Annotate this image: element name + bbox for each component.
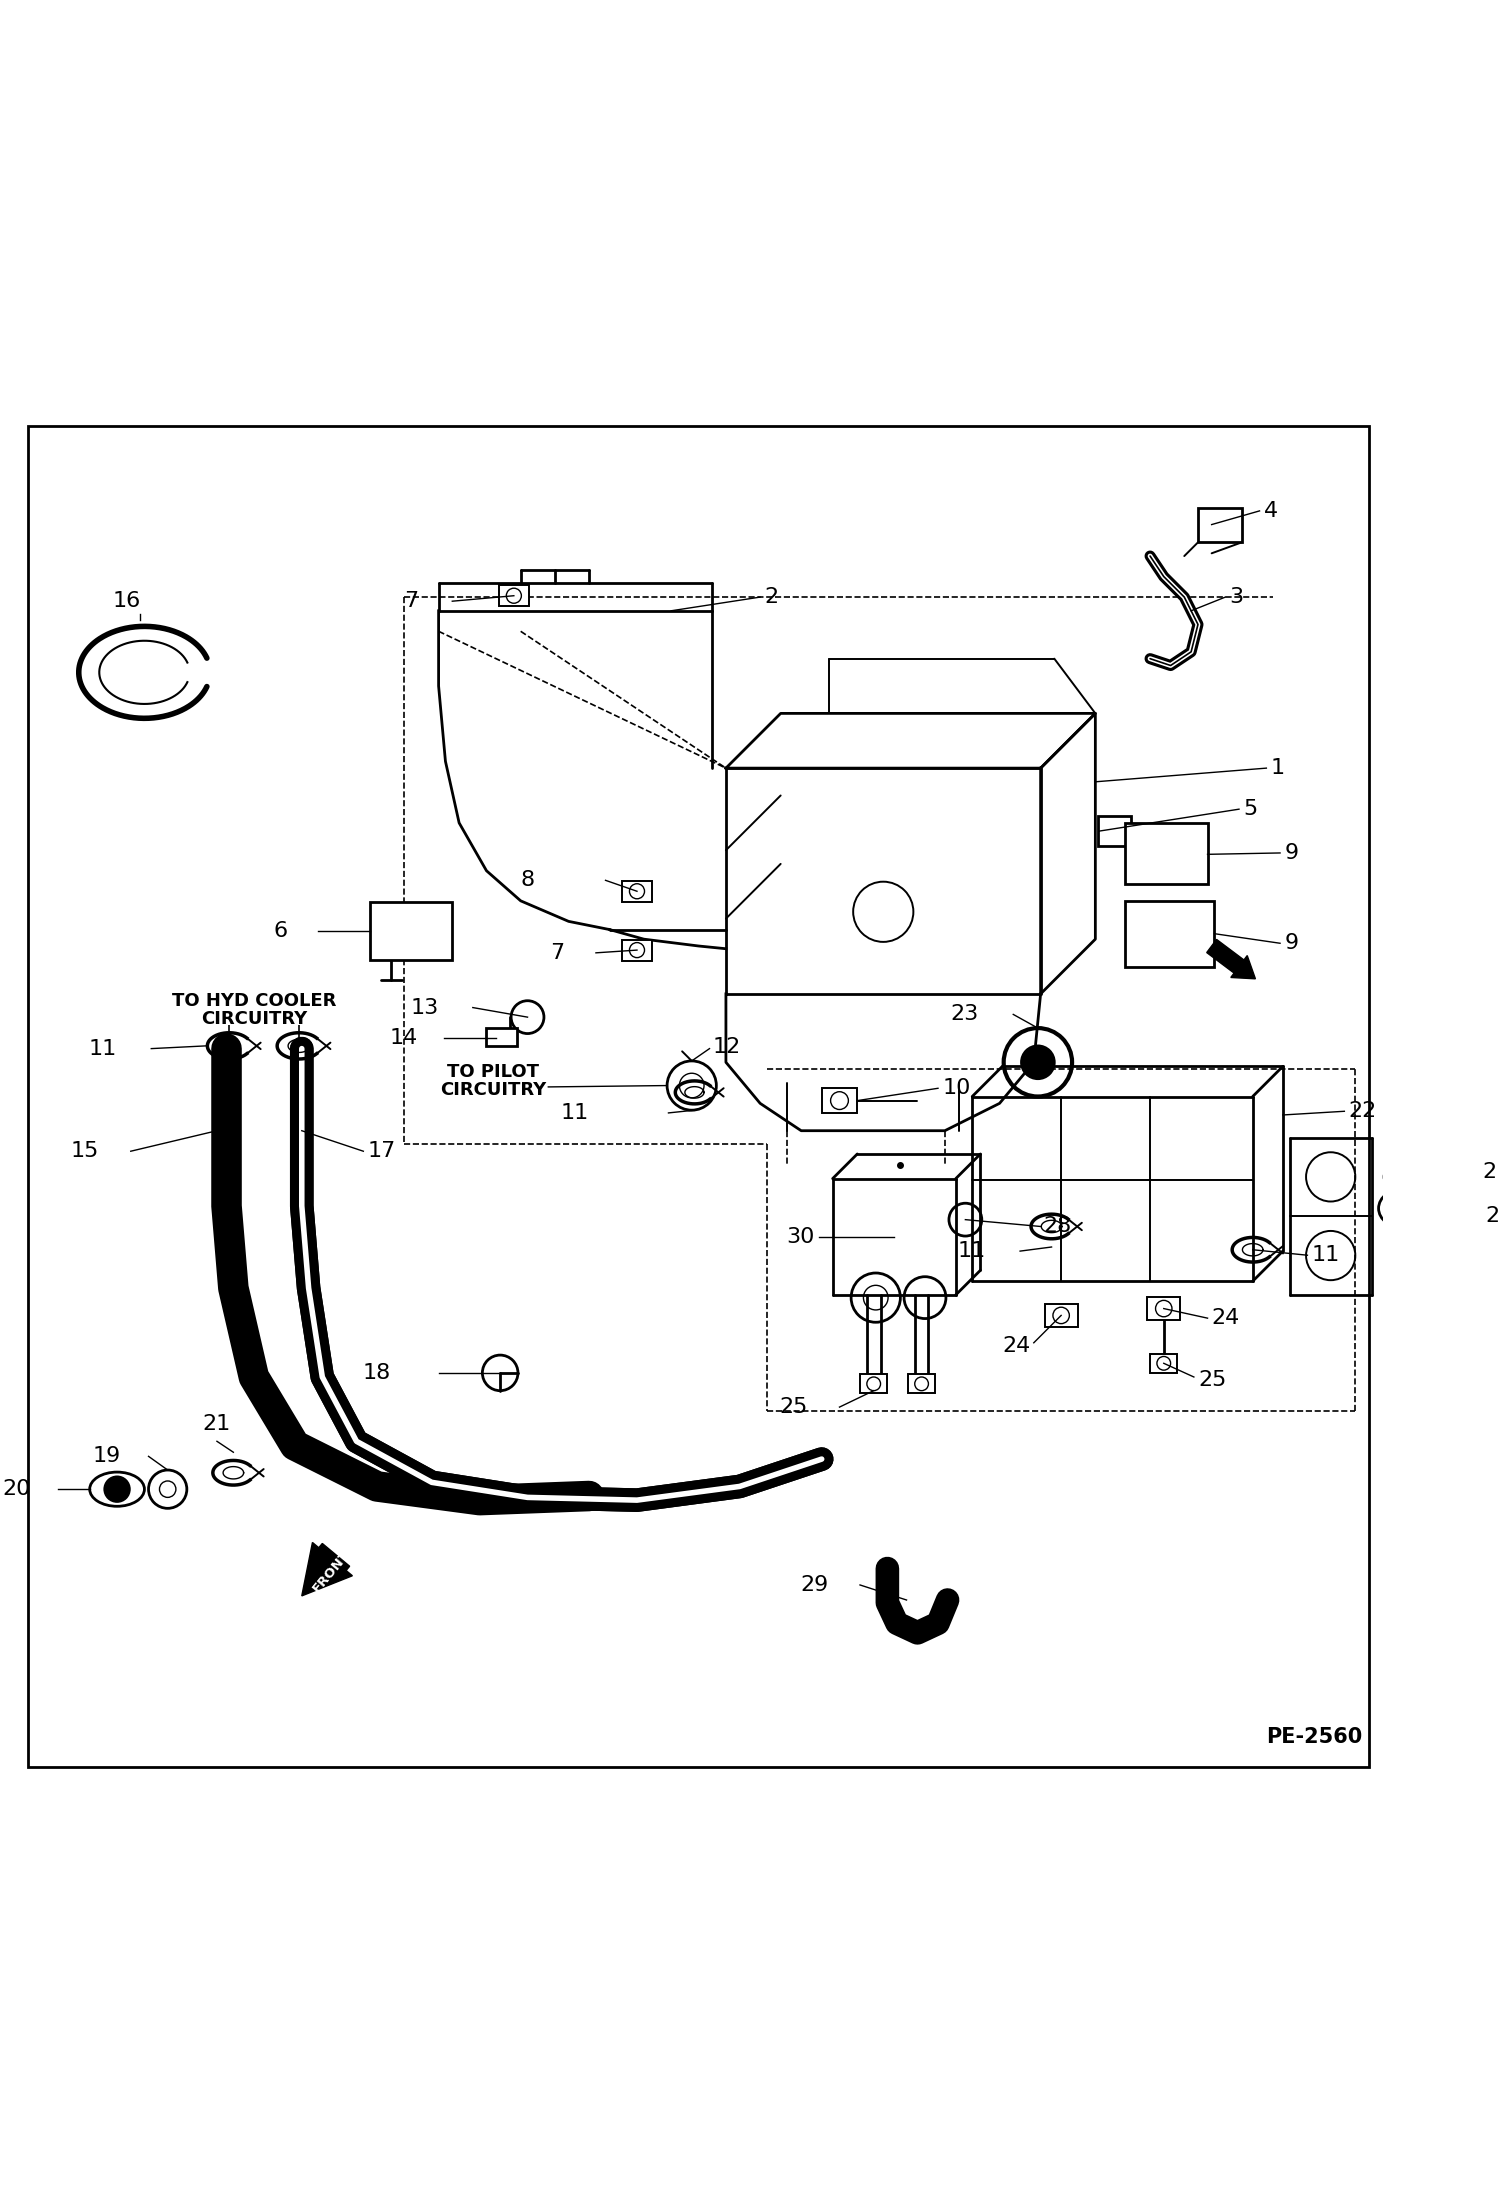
Text: 18: 18 bbox=[363, 1362, 391, 1384]
Text: 26: 26 bbox=[1486, 1206, 1498, 1226]
Text: FRONT: FRONT bbox=[310, 1548, 354, 1594]
Bar bbox=[499, 586, 529, 605]
Text: 4: 4 bbox=[1264, 500, 1278, 522]
Text: 8: 8 bbox=[520, 871, 535, 890]
Text: CIRCUITRY: CIRCUITRY bbox=[201, 1009, 307, 1029]
Bar bbox=[622, 882, 652, 901]
Text: 6: 6 bbox=[274, 921, 288, 941]
Text: CIRCUITRY: CIRCUITRY bbox=[440, 1081, 547, 1099]
Text: 13: 13 bbox=[410, 998, 439, 1018]
Text: 2: 2 bbox=[764, 588, 779, 607]
Text: 14: 14 bbox=[389, 1029, 418, 1048]
FancyArrow shape bbox=[1207, 939, 1255, 978]
Ellipse shape bbox=[1392, 1197, 1420, 1219]
Text: 1: 1 bbox=[1270, 759, 1285, 779]
Text: 21: 21 bbox=[202, 1414, 231, 1434]
Text: 28: 28 bbox=[1043, 1217, 1071, 1237]
Text: 11: 11 bbox=[88, 1039, 117, 1059]
Text: 19: 19 bbox=[93, 1447, 121, 1467]
Text: 11: 11 bbox=[957, 1241, 986, 1261]
Text: 5: 5 bbox=[1243, 798, 1257, 820]
FancyArrow shape bbox=[301, 1542, 352, 1597]
Text: 23: 23 bbox=[951, 1004, 980, 1024]
Ellipse shape bbox=[1384, 1162, 1428, 1191]
Text: 27: 27 bbox=[1483, 1162, 1498, 1182]
Text: 25: 25 bbox=[1198, 1371, 1227, 1390]
Text: 30: 30 bbox=[786, 1226, 815, 1248]
Text: TO HYD COOLER: TO HYD COOLER bbox=[172, 991, 336, 1009]
Text: 11: 11 bbox=[1312, 1246, 1339, 1265]
Text: PE-2560: PE-2560 bbox=[1266, 1726, 1363, 1748]
Bar bbox=[622, 939, 652, 961]
Text: TO PILOT: TO PILOT bbox=[448, 1064, 539, 1081]
Text: 9: 9 bbox=[1284, 842, 1299, 864]
Text: 10: 10 bbox=[942, 1079, 971, 1099]
Text: 7: 7 bbox=[404, 592, 418, 612]
Text: 16: 16 bbox=[112, 590, 141, 612]
Bar bbox=[1044, 1305, 1077, 1327]
Text: 29: 29 bbox=[800, 1575, 828, 1594]
Bar bbox=[822, 1088, 857, 1114]
Text: 11: 11 bbox=[560, 1103, 589, 1123]
Bar bbox=[1198, 509, 1242, 542]
Circle shape bbox=[1020, 1044, 1056, 1081]
Bar bbox=[370, 901, 452, 961]
Text: 9: 9 bbox=[1284, 934, 1299, 954]
Text: 24: 24 bbox=[1002, 1336, 1031, 1355]
Bar bbox=[860, 1375, 887, 1393]
Ellipse shape bbox=[90, 1472, 144, 1507]
Text: 24: 24 bbox=[1212, 1309, 1240, 1329]
Text: 17: 17 bbox=[367, 1140, 395, 1162]
Bar bbox=[1147, 1296, 1180, 1320]
Text: 7: 7 bbox=[550, 943, 565, 963]
Text: 15: 15 bbox=[70, 1140, 99, 1162]
Text: 20: 20 bbox=[3, 1480, 31, 1500]
Bar bbox=[908, 1375, 935, 1393]
Bar bbox=[1125, 822, 1207, 884]
Bar bbox=[1125, 901, 1215, 967]
Text: 3: 3 bbox=[1230, 588, 1243, 607]
Bar bbox=[1098, 816, 1131, 846]
Text: 12: 12 bbox=[712, 1037, 740, 1057]
Bar bbox=[1150, 1353, 1177, 1373]
Circle shape bbox=[103, 1476, 130, 1502]
Bar bbox=[487, 1029, 517, 1046]
Ellipse shape bbox=[1378, 1189, 1434, 1228]
Text: 25: 25 bbox=[779, 1397, 807, 1417]
Text: 22: 22 bbox=[1348, 1101, 1377, 1121]
